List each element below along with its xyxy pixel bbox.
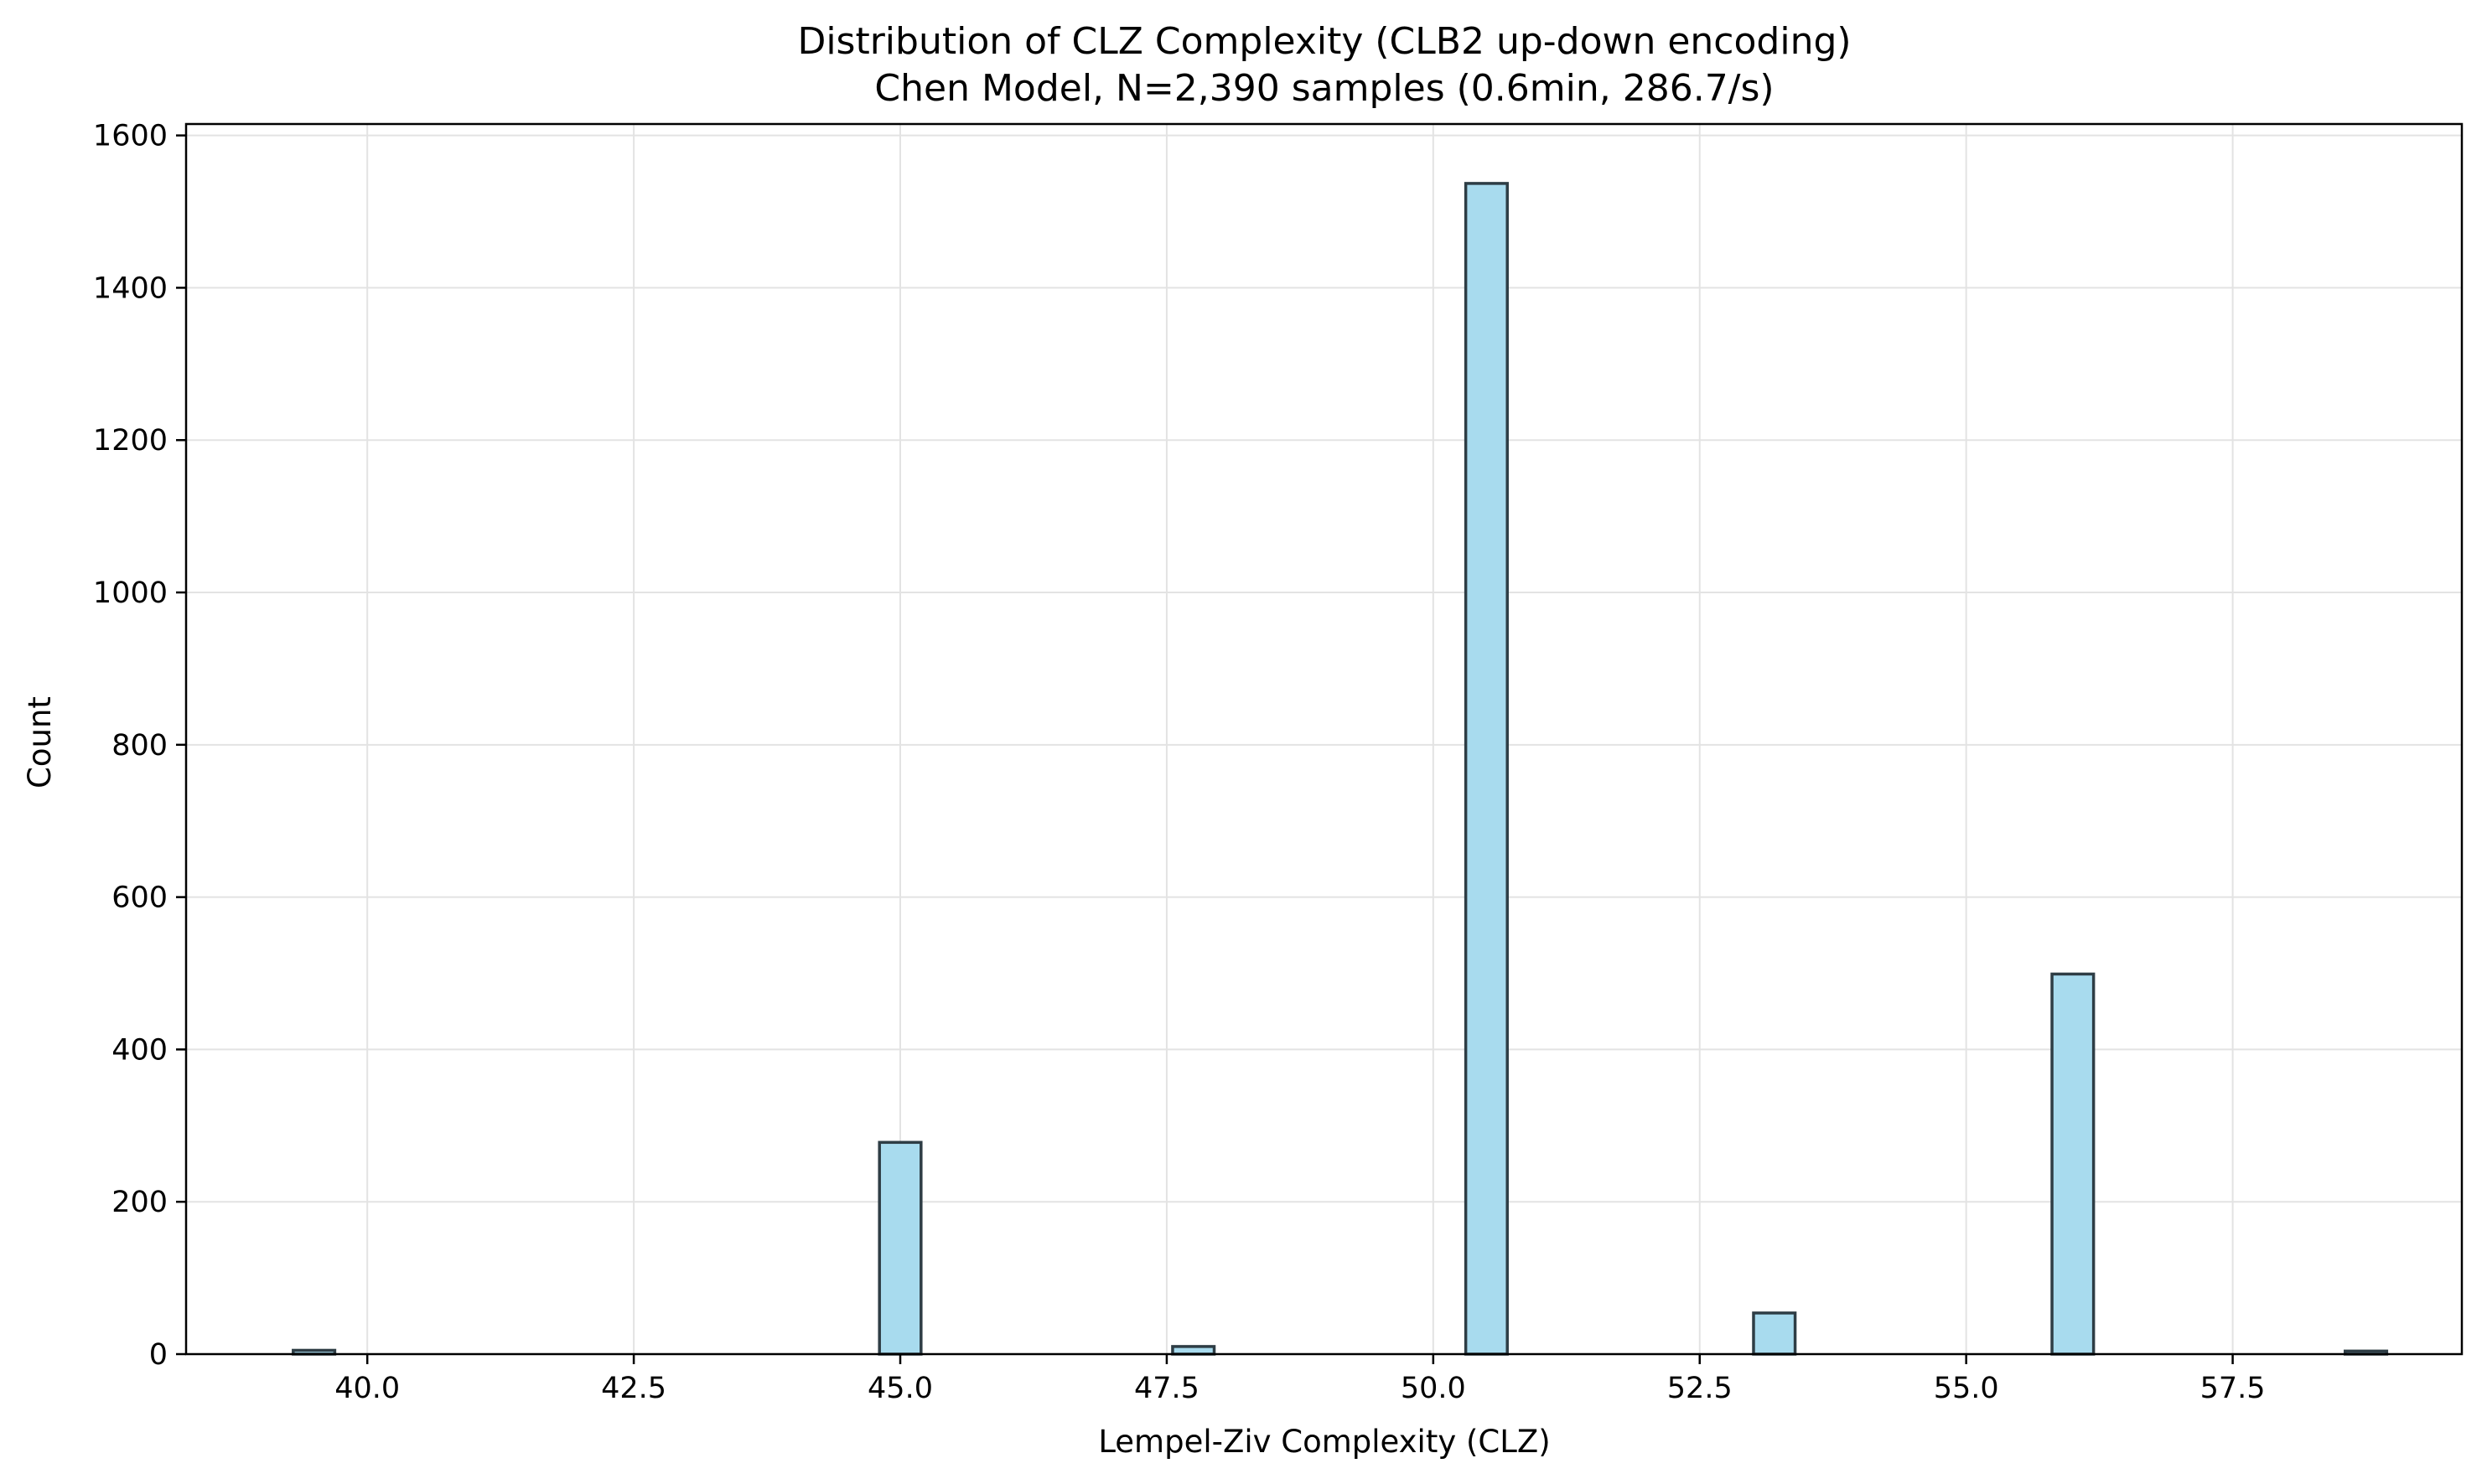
x-tick-label: 47.5 [1134,1372,1199,1405]
y-tick-label: 0 [149,1338,168,1372]
histogram-bar [1752,1311,1797,1356]
x-tick-label: 50.0 [1401,1372,1466,1405]
y-tick-label: 800 [111,729,168,763]
y-tick-label: 1400 [93,271,168,305]
histogram-bar [1464,182,1509,1356]
y-tick-label: 1000 [93,577,168,610]
tick-layer: 40.0 42.5 45.0 47.5 50.0 52.5 55.0 57.5 0 200 400 6… [93,120,2266,1405]
y-axis-label: Count [22,696,58,789]
plot-frame [184,122,2464,1356]
x-tick-label: 42.5 [601,1372,666,1405]
x-tick-label: 52.5 [1667,1372,1733,1405]
chart-title: Distribution of CLZ Complexity (CLB2 up-… [797,20,1851,63]
histogram-bar [2050,972,2096,1356]
y-tick-label: 200 [111,1186,168,1219]
y-tick-label: 1600 [93,120,168,153]
y-tick-label: 400 [111,1033,168,1067]
y-tick-label: 1200 [93,424,168,458]
grid-layer [186,124,2462,1355]
histogram-bar [1171,1345,1216,1356]
x-tick-label: 55.0 [1934,1372,1999,1405]
bar-layer [292,182,2389,1356]
y-tick-label: 600 [111,882,168,915]
x-tick-label: 57.5 [2200,1372,2266,1405]
chart-subtitle: Chen Model, N=2,390 samples (0.6min, 286… [874,67,1774,110]
x-tick-label: 45.0 [868,1372,933,1405]
x-tick-label: 40.0 [334,1372,400,1405]
x-axis-label: Lempel-Ziv Complexity (CLZ) [1098,1424,1550,1460]
histogram-bar [878,1140,923,1356]
